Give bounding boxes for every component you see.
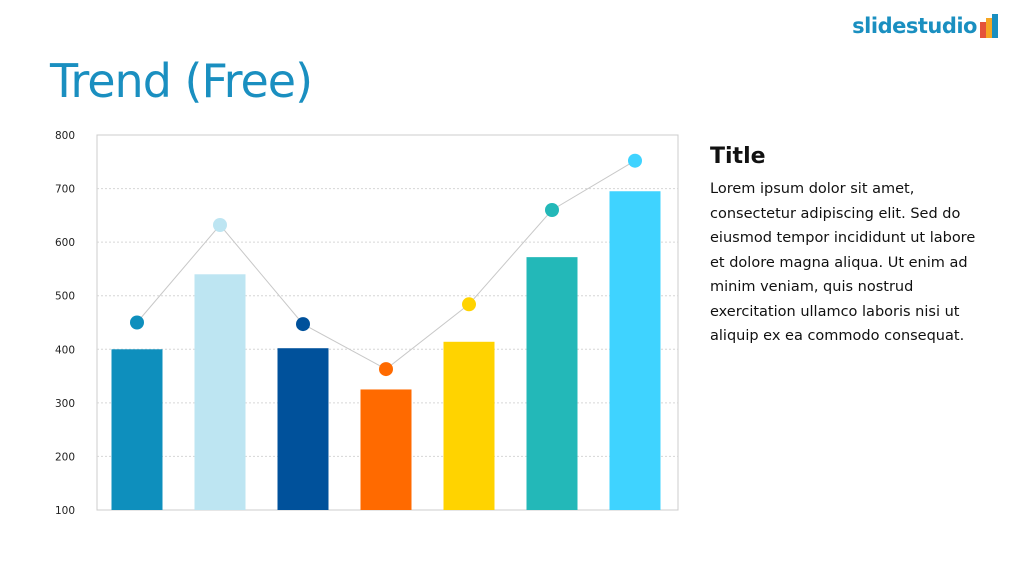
- logo-text: slidestudio: [852, 14, 977, 38]
- trend-point-2: [296, 317, 310, 332]
- bar-0: [111, 349, 163, 510]
- y-tick-label-7: 800: [55, 130, 75, 142]
- trend-point-6: [628, 153, 642, 168]
- y-tick-label-5: 600: [55, 237, 75, 249]
- panel-title: Title: [710, 144, 766, 169]
- logo-mark-icon: [980, 14, 998, 38]
- y-tick-label-4: 500: [55, 291, 75, 303]
- bar-3: [360, 389, 412, 510]
- bar-5: [526, 257, 578, 510]
- brand-logo: slidestudio: [852, 14, 998, 38]
- bar-6: [609, 191, 661, 510]
- trend-point-0: [130, 315, 144, 330]
- y-tick-label-3: 400: [55, 344, 75, 356]
- y-tick-label-2: 300: [55, 398, 75, 410]
- trend-point-5: [545, 203, 559, 217]
- text-panel: Title Lorem ipsum dolor sit amet, consec…: [710, 144, 985, 349]
- trend-point-3: [379, 362, 393, 377]
- y-tick-label-6: 700: [55, 184, 75, 196]
- bar-1: [194, 274, 246, 510]
- panel-body: Lorem ipsum dolor sit amet, consectetur …: [710, 181, 976, 344]
- trend-point-4: [462, 297, 476, 312]
- y-tick-label-0: 100: [55, 505, 75, 517]
- y-tick-label-1: 200: [55, 451, 75, 463]
- page-title: Trend (Free): [50, 54, 313, 108]
- trend-point-1: [213, 218, 227, 232]
- bar-2: [277, 348, 329, 510]
- bar-4: [443, 341, 495, 510]
